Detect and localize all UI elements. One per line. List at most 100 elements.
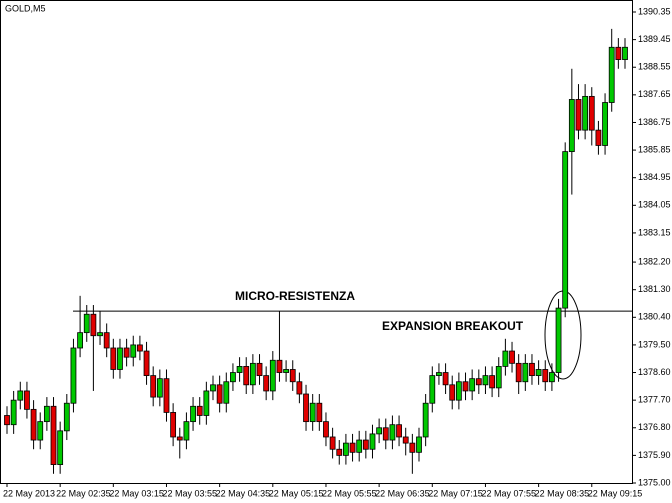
down-candle-body xyxy=(409,442,416,453)
x-tick-label: 22 May 05:15 xyxy=(269,488,324,498)
y-tick-label: 1386.75 xyxy=(638,117,671,127)
up-candle-body xyxy=(343,442,349,456)
down-candle-body xyxy=(50,405,57,465)
up-candle-body xyxy=(608,46,615,103)
down-candle-body xyxy=(382,427,389,441)
y-tick-label: 1387.65 xyxy=(638,89,671,99)
down-candle-body xyxy=(123,347,130,358)
down-candle-body xyxy=(542,369,549,383)
down-candle-body xyxy=(588,95,595,131)
up-candle-body xyxy=(43,405,50,423)
x-tick-label: 22 May 05:55 xyxy=(322,488,377,498)
x-tick-label: 22 May 08:35 xyxy=(535,488,590,498)
x-tick-label: 22 May 2013 xyxy=(3,488,55,498)
x-tick-label: 22 May 06:35 xyxy=(375,488,430,498)
up-candle-body xyxy=(602,102,608,146)
down-candle-body xyxy=(110,347,117,370)
up-candle-body xyxy=(203,390,210,416)
annotation: EXPANSION BREAKOUT xyxy=(382,319,524,333)
down-candle-body xyxy=(575,99,582,131)
down-candle-body xyxy=(176,436,183,441)
down-candle-body xyxy=(243,366,250,386)
up-candle-body xyxy=(389,424,396,441)
up-candle-body xyxy=(130,344,137,358)
up-candle-body xyxy=(249,362,256,386)
down-candle-body xyxy=(362,439,369,450)
y-tick-label: 1383.15 xyxy=(638,227,671,237)
down-candle-body xyxy=(402,436,409,444)
down-candle-body xyxy=(276,359,283,373)
y-tick-label: 1381.30 xyxy=(638,284,671,294)
down-candle-body xyxy=(216,384,223,404)
up-candle-body xyxy=(77,332,83,349)
up-candle-body xyxy=(436,372,442,377)
up-candle-body xyxy=(230,372,236,383)
up-candle-body xyxy=(555,307,562,373)
up-candle-body xyxy=(562,151,569,309)
down-candle-body xyxy=(509,350,515,364)
up-candle-body xyxy=(376,427,383,435)
x-tick-label: 22 May 03:55 xyxy=(162,488,217,498)
down-candle-body xyxy=(163,378,170,413)
down-candle-body xyxy=(396,424,402,438)
up-candle-body xyxy=(309,402,316,423)
up-candle-body xyxy=(582,95,589,131)
y-tick-label: 1384.05 xyxy=(638,200,671,210)
down-candle-body xyxy=(24,390,30,410)
up-candle-body xyxy=(568,99,575,153)
down-candle-body xyxy=(462,381,469,392)
down-candle-body xyxy=(316,402,323,423)
down-candle-body xyxy=(30,408,37,441)
up-candle-body xyxy=(622,46,628,60)
up-candle-body xyxy=(190,405,196,423)
down-candle-body xyxy=(323,421,329,438)
y-tick-label: 1384.95 xyxy=(638,172,671,182)
y-tick-label: 1382.20 xyxy=(638,256,671,266)
down-candle-body xyxy=(475,378,482,386)
y-tick-label: 1388.55 xyxy=(638,62,671,72)
y-tick-label: 1380.40 xyxy=(638,312,671,322)
x-tick-label: 22 May 07:55 xyxy=(481,488,536,498)
down-candle-body xyxy=(349,442,356,453)
down-candle-body xyxy=(336,448,343,456)
up-candle-body xyxy=(236,366,243,373)
up-candle-body xyxy=(283,369,289,373)
up-candle-body xyxy=(210,384,216,392)
up-candle-body xyxy=(549,372,555,383)
down-candle-body xyxy=(515,362,522,383)
down-candle-body xyxy=(4,415,10,426)
x-tick-label: 22 May 07:15 xyxy=(428,488,483,498)
down-candle-body xyxy=(442,372,449,386)
down-candle-body xyxy=(289,369,296,383)
up-candle-body xyxy=(156,378,163,398)
up-candle-body xyxy=(37,421,44,441)
x-tick-label: 22 May 04:35 xyxy=(216,488,271,498)
y-tick-label: 1375.00 xyxy=(638,477,671,487)
up-candle-body xyxy=(495,366,502,389)
down-candle-body xyxy=(90,313,97,337)
y-tick-label: 1376.80 xyxy=(638,422,671,432)
x-tick-label: 22 May 02:35 xyxy=(56,488,111,498)
down-candle-body xyxy=(303,393,309,423)
chart-title: GOLD,M5 xyxy=(5,3,46,13)
y-tick-label: 1378.60 xyxy=(638,367,671,377)
up-candle-body xyxy=(223,381,230,404)
y-tick-label: 1379.50 xyxy=(638,339,671,349)
down-candle-body xyxy=(196,405,203,416)
up-candle-body xyxy=(183,421,190,441)
down-candle-body xyxy=(103,332,110,349)
down-candle-body xyxy=(489,375,495,389)
up-candle-body xyxy=(455,381,462,401)
annotation: MICRO-RESISTENZA xyxy=(235,289,355,303)
up-candle-body xyxy=(269,359,276,392)
down-candle-body xyxy=(170,412,177,438)
x-tick-label: 22 May 03:15 xyxy=(109,488,164,498)
down-candle-body xyxy=(150,375,157,398)
y-tick-label: 1375.90 xyxy=(638,450,671,460)
up-candle-body xyxy=(535,369,542,377)
up-candle-body xyxy=(70,347,77,404)
y-tick-label: 1390.35 xyxy=(638,6,671,16)
up-candle-body xyxy=(429,375,436,404)
up-candle-body xyxy=(422,402,429,438)
